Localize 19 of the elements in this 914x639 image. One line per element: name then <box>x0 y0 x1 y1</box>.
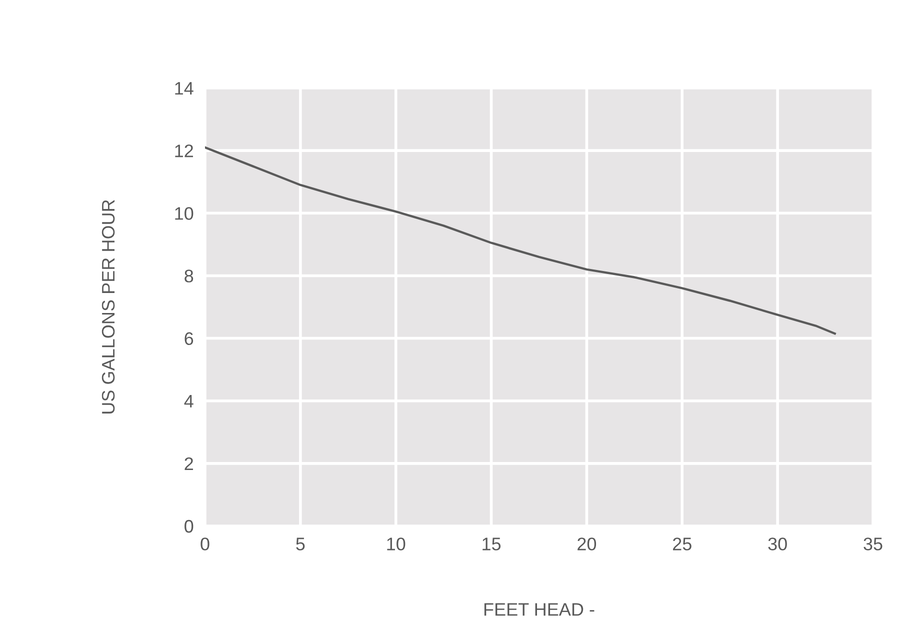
x-tick-label: 35 <box>864 538 882 550</box>
line-series <box>205 146 836 335</box>
y-tick-label: 12 <box>175 144 193 158</box>
y-tick-label: 14 <box>175 82 194 95</box>
y-tick-label: 10 <box>175 207 194 220</box>
x-tick-label: 20 <box>578 538 596 550</box>
y-tick-label: 8 <box>184 270 194 282</box>
x-tick-label: 0 <box>200 538 210 550</box>
y-axis-title: US GALLONS PER HOUR <box>102 200 115 414</box>
x-tick-label: 30 <box>768 538 787 550</box>
x-axis-title: FEET HEAD - <box>484 603 594 616</box>
x-tick-label: 15 <box>482 538 501 550</box>
y-tick-label: 6 <box>184 332 194 346</box>
y-tick-label: 0 <box>184 520 194 533</box>
x-tick-label: 25 <box>673 538 692 550</box>
y-tick-label: 2 <box>184 457 193 470</box>
x-tick-label: 10 <box>387 538 406 550</box>
x-tick-label: 5 <box>296 538 305 550</box>
y-tick-label: 4 <box>184 394 194 408</box>
